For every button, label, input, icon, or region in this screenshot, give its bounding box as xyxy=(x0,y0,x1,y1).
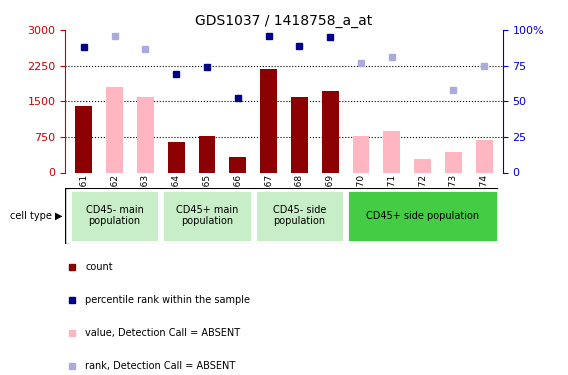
FancyBboxPatch shape xyxy=(254,190,344,242)
FancyBboxPatch shape xyxy=(347,190,498,242)
Bar xyxy=(445,152,462,172)
Text: rank, Detection Call = ABSENT: rank, Detection Call = ABSENT xyxy=(85,361,235,371)
FancyBboxPatch shape xyxy=(70,190,159,242)
Bar xyxy=(476,140,492,172)
Text: GSM37465: GSM37465 xyxy=(203,174,211,223)
Text: percentile rank within the sample: percentile rank within the sample xyxy=(85,295,250,305)
Text: CD45- main
population: CD45- main population xyxy=(86,205,144,226)
Bar xyxy=(199,136,215,172)
Text: GSM37461: GSM37461 xyxy=(80,174,88,223)
Text: GSM37470: GSM37470 xyxy=(357,174,365,223)
Text: GSM37467: GSM37467 xyxy=(264,174,273,223)
Title: GDS1037 / 1418758_a_at: GDS1037 / 1418758_a_at xyxy=(195,13,373,28)
Bar xyxy=(414,159,431,172)
FancyBboxPatch shape xyxy=(162,190,252,242)
Text: GSM37472: GSM37472 xyxy=(418,174,427,223)
Text: GSM37464: GSM37464 xyxy=(172,174,181,223)
Text: count: count xyxy=(85,262,112,272)
Text: GSM37474: GSM37474 xyxy=(480,174,488,223)
Bar xyxy=(168,142,185,172)
Text: GSM37471: GSM37471 xyxy=(387,174,396,223)
Text: CD45+ side population: CD45+ side population xyxy=(366,211,479,220)
Text: GSM37463: GSM37463 xyxy=(141,174,150,223)
Bar xyxy=(229,157,247,172)
Bar xyxy=(106,87,123,172)
Bar xyxy=(137,98,154,172)
Text: GSM37473: GSM37473 xyxy=(449,174,458,223)
Bar xyxy=(353,136,369,172)
Text: GSM37468: GSM37468 xyxy=(295,174,304,223)
Bar xyxy=(383,131,400,172)
Bar xyxy=(76,106,92,172)
Text: CD45+ main
population: CD45+ main population xyxy=(176,205,238,226)
Text: cell type ▶: cell type ▶ xyxy=(10,211,62,220)
Text: GSM37469: GSM37469 xyxy=(325,174,335,223)
Bar xyxy=(291,98,308,172)
Text: value, Detection Call = ABSENT: value, Detection Call = ABSENT xyxy=(85,328,240,338)
Text: CD45- side
population: CD45- side population xyxy=(273,205,326,226)
Bar xyxy=(321,91,339,172)
FancyBboxPatch shape xyxy=(65,188,496,244)
Text: GSM37462: GSM37462 xyxy=(110,174,119,223)
Bar xyxy=(260,69,277,172)
Text: GSM37466: GSM37466 xyxy=(233,174,243,223)
